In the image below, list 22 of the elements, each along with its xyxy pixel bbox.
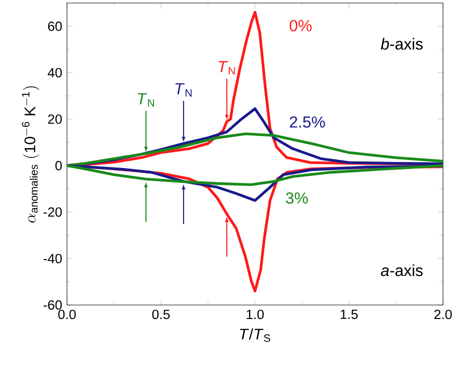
x-tick-label: 0.0 — [58, 310, 76, 320]
series-label: 0% — [290, 20, 312, 32]
y-tick-label: -40 — [44, 254, 62, 264]
annotation: T$_{N}$ — [138, 93, 154, 107]
annotation: T$_{N}$ — [218, 61, 235, 75]
annotation: T$_{N}$ — [175, 83, 192, 97]
y-tick-label: 60 — [48, 22, 62, 31]
y-tick-label: -20 — [44, 207, 62, 217]
y-tick-label: 0 — [55, 160, 62, 170]
x-axis-title: T/T$_{S}$ — [240, 328, 270, 342]
x-tick-label: 1.0 — [246, 310, 264, 320]
annotation: a-axis — [380, 264, 423, 276]
y-tick-label: 40 — [48, 68, 62, 78]
series-label: 3% — [286, 192, 308, 204]
x-tick-label: 1.5 — [340, 310, 358, 320]
y-tick-label: -60 — [44, 300, 62, 310]
annotation: b-axis — [380, 38, 423, 50]
y-axis-title: $\alpha_{\mathrm{anomalies}}\ \mathrm{(10^{-6}\ K^{-1})}$ — [22, 86, 40, 223]
x-tick-label: 2.0 — [434, 310, 452, 320]
x-tick-label: 0.5 — [152, 310, 170, 320]
y-tick-label: 20 — [48, 114, 62, 124]
series-label: 2.5% — [290, 116, 325, 128]
